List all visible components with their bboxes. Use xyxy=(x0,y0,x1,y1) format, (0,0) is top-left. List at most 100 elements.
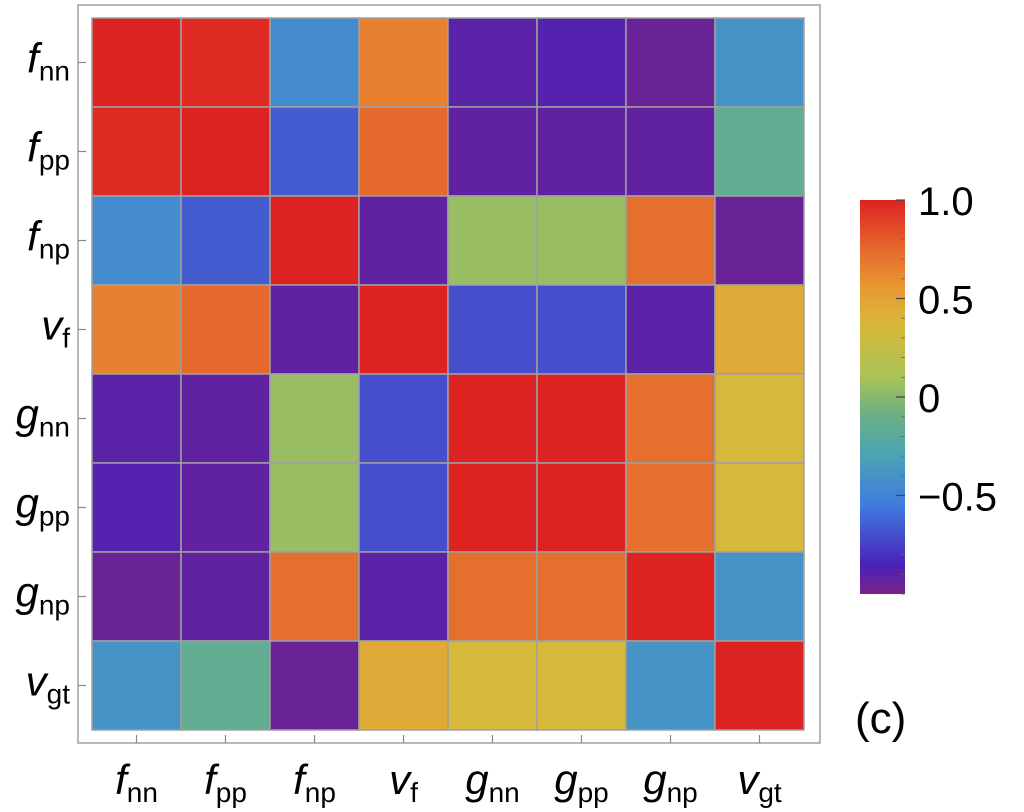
heatmap-cell xyxy=(536,373,627,464)
axis-label-symbol: v xyxy=(737,756,761,803)
heatmap-cell xyxy=(447,17,538,108)
heatmap-cell xyxy=(180,640,271,731)
heatmap-cell xyxy=(447,106,538,197)
heatmap-cell xyxy=(358,195,449,286)
axis-label-subscript: gt xyxy=(47,679,71,710)
axis-label-symbol: v xyxy=(26,658,50,705)
x-axis-label: gnn xyxy=(465,756,520,808)
heatmap-cell xyxy=(91,462,182,553)
heatmap-cell xyxy=(269,551,360,642)
heatmap-cell xyxy=(269,373,360,464)
axis-label-subscript: nn xyxy=(489,777,520,808)
heatmap-cell xyxy=(180,195,271,286)
x-axis-label: vgt xyxy=(737,756,782,808)
heatmap-cell xyxy=(625,373,716,464)
heatmap-cells xyxy=(91,17,805,731)
heatmap-cell xyxy=(536,284,627,375)
heatmap-cell xyxy=(91,195,182,286)
heatmap-cell xyxy=(269,640,360,731)
heatmap-cell xyxy=(269,195,360,286)
heatmap-cell xyxy=(269,462,360,553)
heatmap-cell xyxy=(269,284,360,375)
heatmap-cell xyxy=(714,373,805,464)
heatmap-cell xyxy=(358,462,449,553)
heatmap-cell xyxy=(625,462,716,553)
y-axis-label: fnp xyxy=(27,213,70,265)
y-axis-label: gnp xyxy=(15,569,70,621)
heatmap-cell xyxy=(91,640,182,731)
axis-label-subscript: pp xyxy=(39,145,70,176)
heatmap-cell xyxy=(358,373,449,464)
axis-label-subscript: np xyxy=(39,590,70,621)
heatmap-cell xyxy=(269,17,360,108)
axis-label-symbol: v xyxy=(41,302,65,349)
axis-label-subscript: pp xyxy=(39,501,70,532)
y-axis-label: gnn xyxy=(15,391,70,443)
heatmap-cell xyxy=(625,106,716,197)
axis-label-symbol: g xyxy=(15,391,38,438)
heatmap-cell xyxy=(91,284,182,375)
heatmap-cell xyxy=(714,640,805,731)
heatmap-cell xyxy=(91,373,182,464)
y-axis-ticks xyxy=(78,61,86,687)
heatmap-cell xyxy=(447,284,538,375)
panel-label: (c) xyxy=(855,694,906,743)
axis-label-symbol: g xyxy=(465,756,488,803)
axis-label-subscript: nn xyxy=(127,777,158,808)
heatmap-cell xyxy=(714,284,805,375)
x-axis-label: vf xyxy=(389,756,418,808)
axis-label-symbol: v xyxy=(389,756,413,803)
x-axis-label: fnp xyxy=(293,756,336,808)
y-axis-label: vf xyxy=(41,302,70,354)
heatmap-cell xyxy=(625,17,716,108)
heatmap-cell xyxy=(358,17,449,108)
axis-label-subscript: np xyxy=(667,777,698,808)
axis-label-symbol: g xyxy=(643,756,666,803)
heatmap-cell xyxy=(536,462,627,553)
x-axis-labels: fnn fpp fnp vf gnn gpp gnp vgt xyxy=(115,756,782,808)
heatmap-cell xyxy=(625,284,716,375)
colorbar-tick-label: 0.5 xyxy=(918,279,974,323)
heatmap-cell xyxy=(536,106,627,197)
heatmap-cell xyxy=(714,195,805,286)
heatmap-cell xyxy=(91,551,182,642)
heatmap-cell xyxy=(714,462,805,553)
y-axis-label: fpp xyxy=(27,124,70,176)
axis-label-subscript: pp xyxy=(216,777,247,808)
y-axis-label: fnn xyxy=(27,35,70,87)
axis-label-subscript: pp xyxy=(578,777,609,808)
axis-label-subscript: gt xyxy=(758,777,782,808)
axis-label-subscript: f xyxy=(62,323,70,354)
heatmap-cell xyxy=(714,551,805,642)
axis-label-subscript: nn xyxy=(39,412,70,443)
heatmap-cell xyxy=(358,640,449,731)
x-axis-ticks xyxy=(135,735,761,743)
heatmap-cell xyxy=(536,551,627,642)
y-axis-label: vgt xyxy=(26,658,71,710)
x-axis-label: gnp xyxy=(643,756,698,808)
heatmap-cell xyxy=(447,551,538,642)
heatmap-cell xyxy=(358,284,449,375)
axis-label-subscript: np xyxy=(305,777,336,808)
axis-label-symbol: g xyxy=(15,480,38,527)
axis-label-subscript: nn xyxy=(39,56,70,87)
heatmap-cell xyxy=(714,106,805,197)
colorbar: 1.0 0.5 0 −0.5 xyxy=(860,180,997,595)
heatmap-cell xyxy=(625,640,716,731)
plot-frame xyxy=(77,4,821,744)
heatmap-cell xyxy=(180,284,271,375)
heatmap-cell xyxy=(447,640,538,731)
heatmap-cell xyxy=(91,106,182,197)
heatmap-cell xyxy=(269,106,360,197)
heatmap-cell xyxy=(536,640,627,731)
axis-label-subscript: np xyxy=(39,234,70,265)
heatmap-cell xyxy=(180,551,271,642)
heatmap-cell xyxy=(447,195,538,286)
colorbar-tick-label: −0.5 xyxy=(918,476,997,520)
heatmap-cell xyxy=(714,17,805,108)
colorbar-ticks xyxy=(896,199,905,595)
heatmap-cell xyxy=(180,462,271,553)
axis-label-symbol: g xyxy=(554,756,577,803)
